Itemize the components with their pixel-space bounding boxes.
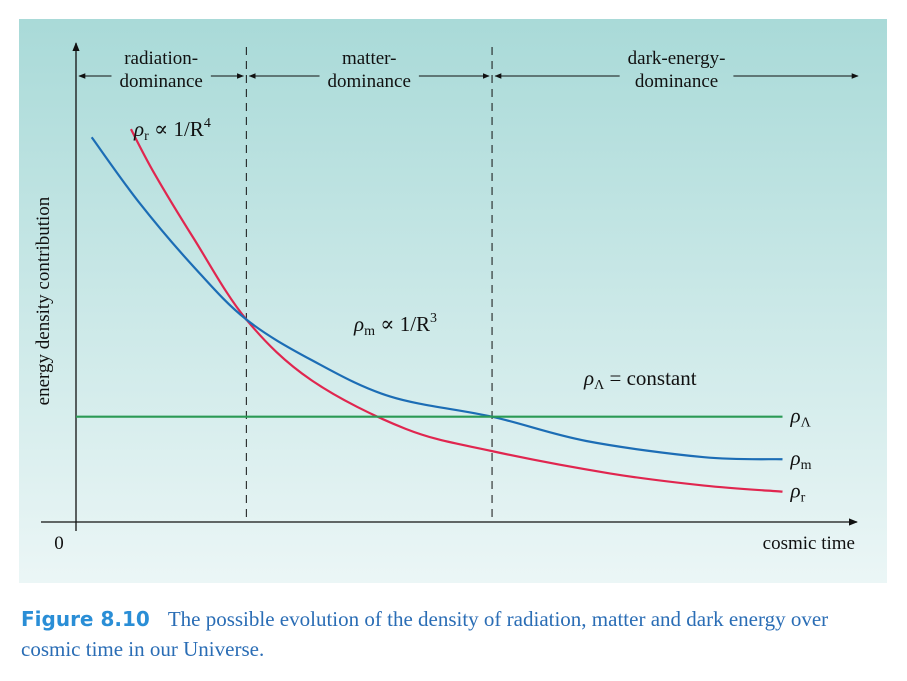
origin-label: 0	[54, 533, 64, 554]
curve-labels: ρr ρr ∝ 1/R4 ρm ρm ∝ 1/R3 ρΛ ρΛ = constant	[133, 116, 812, 506]
era-label-line2: dominance	[635, 71, 718, 92]
figure-label: Figure 8.10	[21, 607, 150, 631]
era-label-line2: dominance	[328, 71, 411, 92]
curve-matter	[90, 136, 783, 461]
x-axis-label: cosmic time	[763, 533, 855, 554]
era-label-line2: dominance	[119, 71, 202, 92]
end-label-matter: ρm	[790, 446, 812, 473]
era-label-line1: radiation-	[124, 48, 198, 69]
curve-radiation	[129, 128, 783, 493]
figure-caption: Figure 8.10 The possible evolution of the…	[21, 604, 887, 664]
y-axis-label: energy density contribution	[33, 196, 54, 405]
era-label-line1: matter-	[342, 48, 396, 69]
law-label-dark-energy: ρΛ = constant	[583, 366, 697, 393]
caption-text: The possible evolution of the density of…	[21, 607, 829, 661]
end-label-radiation: ρr	[790, 479, 806, 506]
era-label-line1: dark-energy-	[628, 48, 726, 69]
era-labels: radiation-dominancematter-dominancedark-…	[78, 48, 859, 92]
panel-background	[19, 19, 887, 583]
law-label-matter: ρm ∝ 1/R3	[353, 311, 437, 339]
figure-panel: 0 cosmic time energy density contributio…	[19, 19, 887, 583]
law-label-radiation: ρr ∝ 1/R4	[133, 116, 211, 144]
density-evolution-chart: 0 cosmic time energy density contributio…	[19, 19, 887, 583]
density-curves	[76, 128, 783, 493]
era-dividers	[245, 47, 493, 522]
end-label-dark-energy: ρΛ	[790, 404, 812, 431]
